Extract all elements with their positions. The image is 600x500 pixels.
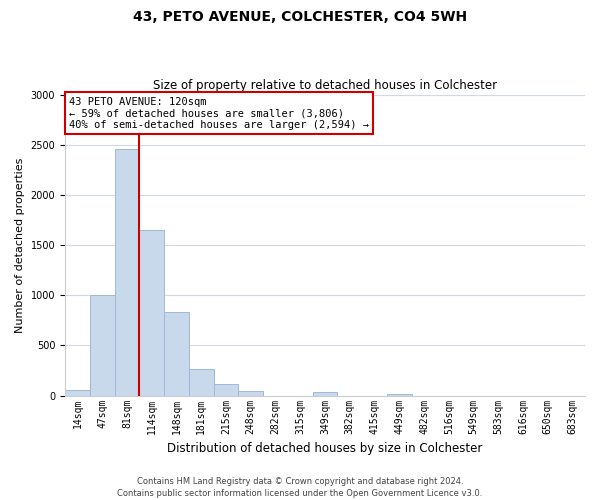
Bar (214, 384, 238, 396)
Bar (189, 368, 214, 396)
Bar (164, 312, 189, 396)
Bar (65, 390, 90, 396)
Title: Size of property relative to detached houses in Colchester: Size of property relative to detached ho… (153, 79, 497, 92)
Text: 43 PETO AVENUE: 120sqm
← 59% of detached houses are smaller (3,806)
40% of semi-: 43 PETO AVENUE: 120sqm ← 59% of detached… (69, 96, 369, 130)
Bar (139, 230, 164, 396)
X-axis label: Distribution of detached houses by size in Colchester: Distribution of detached houses by size … (167, 442, 483, 455)
Bar (115, 149, 139, 396)
Bar (90, 296, 115, 396)
Text: 43, PETO AVENUE, COLCHESTER, CO4 5WH: 43, PETO AVENUE, COLCHESTER, CO4 5WH (133, 10, 467, 24)
Text: Contains HM Land Registry data © Crown copyright and database right 2024.
Contai: Contains HM Land Registry data © Crown c… (118, 476, 482, 498)
Bar (313, 392, 337, 396)
Bar (387, 394, 412, 396)
Bar (238, 390, 263, 396)
Y-axis label: Number of detached properties: Number of detached properties (15, 158, 25, 333)
